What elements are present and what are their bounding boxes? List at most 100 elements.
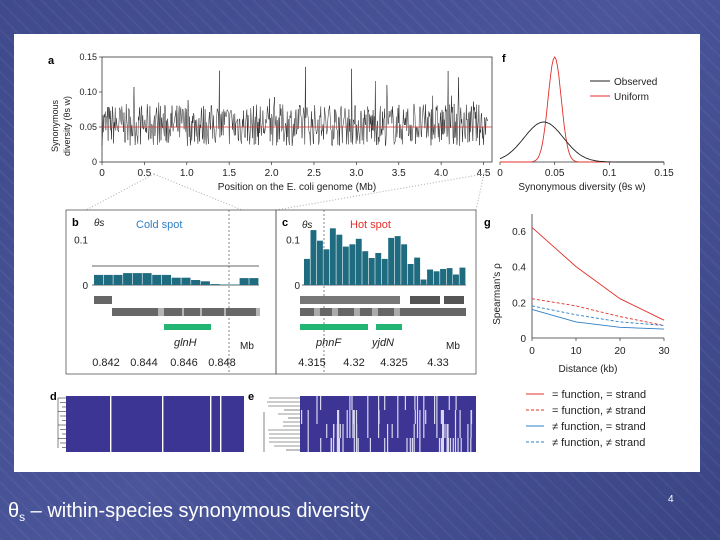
panel-d-tree [57, 397, 66, 448]
alignment-stripe [440, 438, 442, 452]
panel-a-frame [101, 56, 493, 163]
alignment-stripe [355, 410, 358, 452]
panel-c-title: Hot spot [350, 219, 391, 231]
alignment-stripe [470, 410, 472, 438]
alignment-stripe [387, 424, 389, 452]
panel-c-yticks: 00.1 [286, 235, 300, 292]
panel-f-xtick-label: 0.1 [602, 168, 616, 179]
gene-gap [394, 308, 400, 316]
figure: a Synonymous diversity (θs w) 0 0.05 0.10 0… [14, 34, 700, 472]
alignment-stripe [411, 438, 414, 452]
bar [440, 269, 446, 285]
bar [304, 258, 310, 285]
connector [475, 173, 485, 211]
bar [152, 274, 162, 285]
bar [381, 258, 388, 285]
alignment-stripe [436, 396, 438, 438]
alignment-stripe [414, 410, 416, 424]
alignment-stripe [423, 396, 425, 438]
alignment-stripe [320, 438, 322, 452]
legend-item: = function, ≠ strand [552, 405, 646, 417]
panel-a-xlabel: Position on the E. coli genome (Mb) [218, 182, 376, 193]
panel-a-ytick-label: 0.10 [79, 87, 97, 97]
alignment-stripe [346, 410, 348, 438]
alignment-stripe [301, 410, 303, 424]
panel-a-xtick-label: 1.5 [222, 168, 236, 179]
panel-a-yticks: 0 0.05 0.10 0.15 [79, 52, 102, 167]
bar [161, 274, 171, 285]
bar [368, 258, 375, 285]
panel-b-yticks: 00.1 [74, 235, 88, 292]
panel-a-xtick-label: 0 [99, 168, 105, 179]
bar [375, 253, 382, 285]
panel-c-ytick-label: 0 [294, 281, 300, 292]
alignment-stripe [397, 396, 399, 438]
panel-c-gene1-name: phnF [315, 337, 342, 349]
legend-item: = function, = strand [552, 389, 646, 401]
connector [153, 173, 243, 211]
bar [355, 238, 362, 285]
alignment-stripe [449, 438, 452, 452]
panel-b-gene-block [94, 296, 112, 304]
alignment-stripe [409, 438, 411, 452]
alignment-stripe [419, 410, 421, 452]
panel-g-ylabel: Spearman's ρ [492, 263, 503, 325]
alignment-stripe [320, 396, 322, 410]
bar [362, 251, 369, 285]
panel-g-xtick-label: 0 [529, 346, 535, 357]
panel-a-xtick-label: 4.5 [477, 168, 491, 179]
alignment-stripe [338, 438, 340, 452]
panel-g-ytick-label: 0.2 [512, 298, 526, 309]
alignment-stripe [434, 396, 436, 424]
caption-subscript: s [19, 510, 26, 524]
alignment-stripe [342, 424, 344, 452]
connector [85, 173, 155, 211]
panel-b-gene-highlight [164, 324, 211, 330]
alignment-stripe [316, 396, 318, 424]
alignment-stripe [330, 438, 333, 452]
alignment-stripe [349, 396, 351, 438]
panel-f-xticks: 0 0.05 0.1 0.15 [497, 162, 674, 179]
panel-e-stripes [301, 396, 473, 452]
alignment-stripe [447, 438, 450, 452]
panel-f-xtick-label: 0 [497, 168, 503, 179]
bar [349, 244, 356, 285]
panel-d-label: d [50, 391, 57, 403]
bar [171, 277, 181, 285]
panel-f-xtick-label: 0.15 [654, 168, 674, 179]
panel-g-xticks: 0 10 20 30 [529, 338, 670, 357]
alignment-stripe [414, 396, 416, 410]
panel-c-gene2-name: yjdN [371, 337, 394, 349]
gene-gap [354, 308, 360, 316]
alignment-stripe [357, 438, 359, 452]
legend-item: ≠ function, = strand [552, 421, 646, 433]
panel-c-xtick-label: 4.315 [298, 357, 326, 369]
panel-g-ytick-label: 0 [520, 334, 526, 345]
gene-segment [300, 296, 400, 304]
panel-a-ytick-label: 0 [92, 157, 97, 167]
bar [459, 267, 466, 285]
alignment-stripe [369, 438, 371, 452]
panel-g-xtick-label: 30 [658, 346, 670, 357]
alignment-stripe [455, 396, 457, 410]
panel-a-xtick-label: 3.0 [349, 168, 363, 179]
alignment-stripe [162, 396, 164, 452]
alignment-stripe [442, 424, 444, 452]
panel-g-ytick-label: 0.6 [512, 227, 526, 238]
alignment-stripe [470, 438, 472, 452]
bar [191, 280, 201, 285]
bar [453, 274, 459, 285]
gene-gap [314, 308, 320, 316]
bar [407, 264, 414, 285]
panel-g-series-line [531, 227, 665, 321]
panel-g-xtick-label: 10 [570, 346, 582, 357]
alignment-stripe [391, 424, 393, 438]
panel-d-alignment [66, 396, 244, 452]
alignment-stripe [110, 396, 112, 452]
panel-c-xtick-label: 4.32 [343, 357, 364, 369]
bar [433, 271, 440, 285]
bar [394, 236, 401, 285]
bar [200, 281, 210, 285]
connector [275, 173, 485, 211]
alignment-stripe [338, 410, 340, 452]
